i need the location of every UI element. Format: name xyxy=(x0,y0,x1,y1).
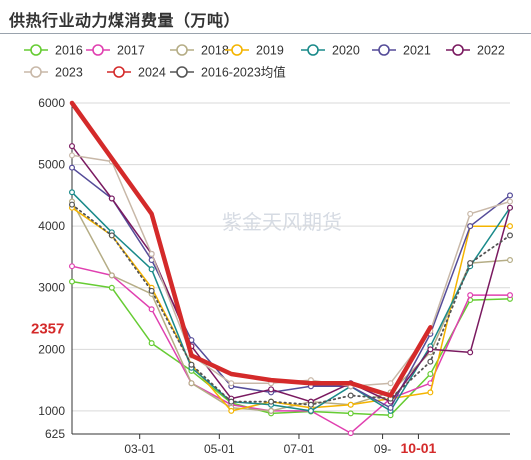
series-point-2016 xyxy=(427,370,434,377)
y-tick-label: 5000 xyxy=(38,158,65,172)
series-line-2019 xyxy=(71,206,511,412)
series-point-2022 xyxy=(108,195,115,202)
series-point-2021 xyxy=(68,164,75,171)
legend-label-2022: 2022 xyxy=(477,44,505,58)
series-point-2023 xyxy=(68,152,75,159)
series-line-2017 xyxy=(71,265,511,434)
y-tick-label: 1000 xyxy=(38,404,65,418)
series-point-2016 xyxy=(108,284,115,291)
x-tick-label: 05-01 xyxy=(204,442,235,456)
y-tick-label: 6000 xyxy=(38,96,65,110)
series-point-2023 xyxy=(228,380,235,387)
series-point-2022 xyxy=(427,346,434,353)
series-point-2021 xyxy=(387,404,394,411)
series-point-2018 xyxy=(268,407,275,414)
series-point-2022 xyxy=(68,143,75,150)
series-point-2020 xyxy=(307,407,314,414)
legend-label-2024: 2024 xyxy=(138,66,166,80)
legend-marker-2021 xyxy=(378,44,390,56)
series-point-2017 xyxy=(507,292,514,299)
series-line-2020 xyxy=(71,191,511,412)
series-point-2016-2023均值 xyxy=(507,232,514,239)
series-line-2016-2023均值 xyxy=(71,203,511,406)
legend-marker-2023 xyxy=(30,66,42,78)
series-point-2016-2023均值 xyxy=(427,358,434,365)
legend-marker-2024 xyxy=(113,66,125,78)
legend-label-2019: 2019 xyxy=(256,44,284,58)
series-point-2023 xyxy=(507,198,514,205)
y-tick-label: 2000 xyxy=(38,342,65,356)
y-tick-label: 3000 xyxy=(38,281,65,295)
series-line-2018 xyxy=(71,200,511,412)
legend-marker-2019 xyxy=(231,44,243,56)
series-point-2016-2023均值 xyxy=(268,398,275,405)
series-line-2024 xyxy=(69,100,433,398)
series-point-2016-2023均值 xyxy=(188,361,195,368)
series-point-2016-2023均值 xyxy=(347,392,354,399)
series-point-2023 xyxy=(387,380,394,387)
series-point-2016-2023均值 xyxy=(467,260,474,267)
legend-label-2017: 2017 xyxy=(117,44,145,58)
series-point-2019 xyxy=(427,389,434,396)
series-point-2022 xyxy=(467,349,474,356)
series-point-2017 xyxy=(467,292,474,299)
series-point-2016-2023均值 xyxy=(68,201,75,208)
legend-marker-2017 xyxy=(92,44,104,56)
current-value-label: 2357 xyxy=(31,320,64,337)
series-point-2017 xyxy=(68,263,75,270)
series-point-2016 xyxy=(68,278,75,285)
y-tick-label: 625 xyxy=(45,427,65,441)
chart-title: 供热行业动力煤消费量（万吨） xyxy=(9,13,241,30)
series-point-2019 xyxy=(507,223,514,230)
series-point-2020 xyxy=(68,189,75,196)
series-point-2017 xyxy=(148,306,155,313)
series-point-2019 xyxy=(228,407,235,414)
series-line-2022 xyxy=(71,145,511,403)
watermark: 紫金天风期货 xyxy=(222,210,342,234)
legend-label-2023: 2023 xyxy=(55,66,83,80)
x-tick-label-current: 10-01 xyxy=(401,440,437,456)
series-point-2019 xyxy=(347,401,354,408)
series-point-2016-2023均值 xyxy=(228,398,235,405)
legend-label-2018: 2018 xyxy=(201,44,229,58)
legend-label-2016: 2016 xyxy=(55,44,83,58)
legend-label-2021: 2021 xyxy=(403,44,431,58)
series-point-2016-2023均值 xyxy=(108,232,115,239)
series-point-2022 xyxy=(507,204,514,211)
legend-marker-2018 xyxy=(176,44,188,56)
legend-marker-2016 xyxy=(30,44,42,56)
series-point-2023 xyxy=(467,210,474,217)
y-tick-label: 4000 xyxy=(38,219,65,233)
series-point-2021 xyxy=(507,192,514,199)
legend-marker-2022 xyxy=(452,44,464,56)
series-point-2020 xyxy=(148,266,155,273)
legend-label-2016-2023均值: 2016-2023均值 xyxy=(201,65,286,80)
series-point-2016-2023均值 xyxy=(307,401,314,408)
series-point-2018 xyxy=(188,380,195,387)
x-tick-label: 03-01 xyxy=(124,442,155,456)
legend-marker-2016-2023均值 xyxy=(176,66,188,78)
x-tick-label: 07-01 xyxy=(284,442,315,456)
title-divider xyxy=(0,33,531,34)
series-point-2023 xyxy=(148,250,155,257)
series-point-2018 xyxy=(108,272,115,279)
series-point-2021 xyxy=(467,223,474,230)
legend-label-2020: 2020 xyxy=(332,44,360,58)
series-line-2021 xyxy=(71,166,511,409)
series-point-2022 xyxy=(268,386,275,393)
series-point-2018 xyxy=(507,257,514,264)
legend-marker-2020 xyxy=(307,44,319,56)
x-tick-label: 09- xyxy=(374,442,391,456)
series-point-2016 xyxy=(148,340,155,347)
series-point-2017 xyxy=(347,430,354,437)
series-point-2016-2023均值 xyxy=(148,287,155,294)
series-point-2016 xyxy=(347,410,354,417)
